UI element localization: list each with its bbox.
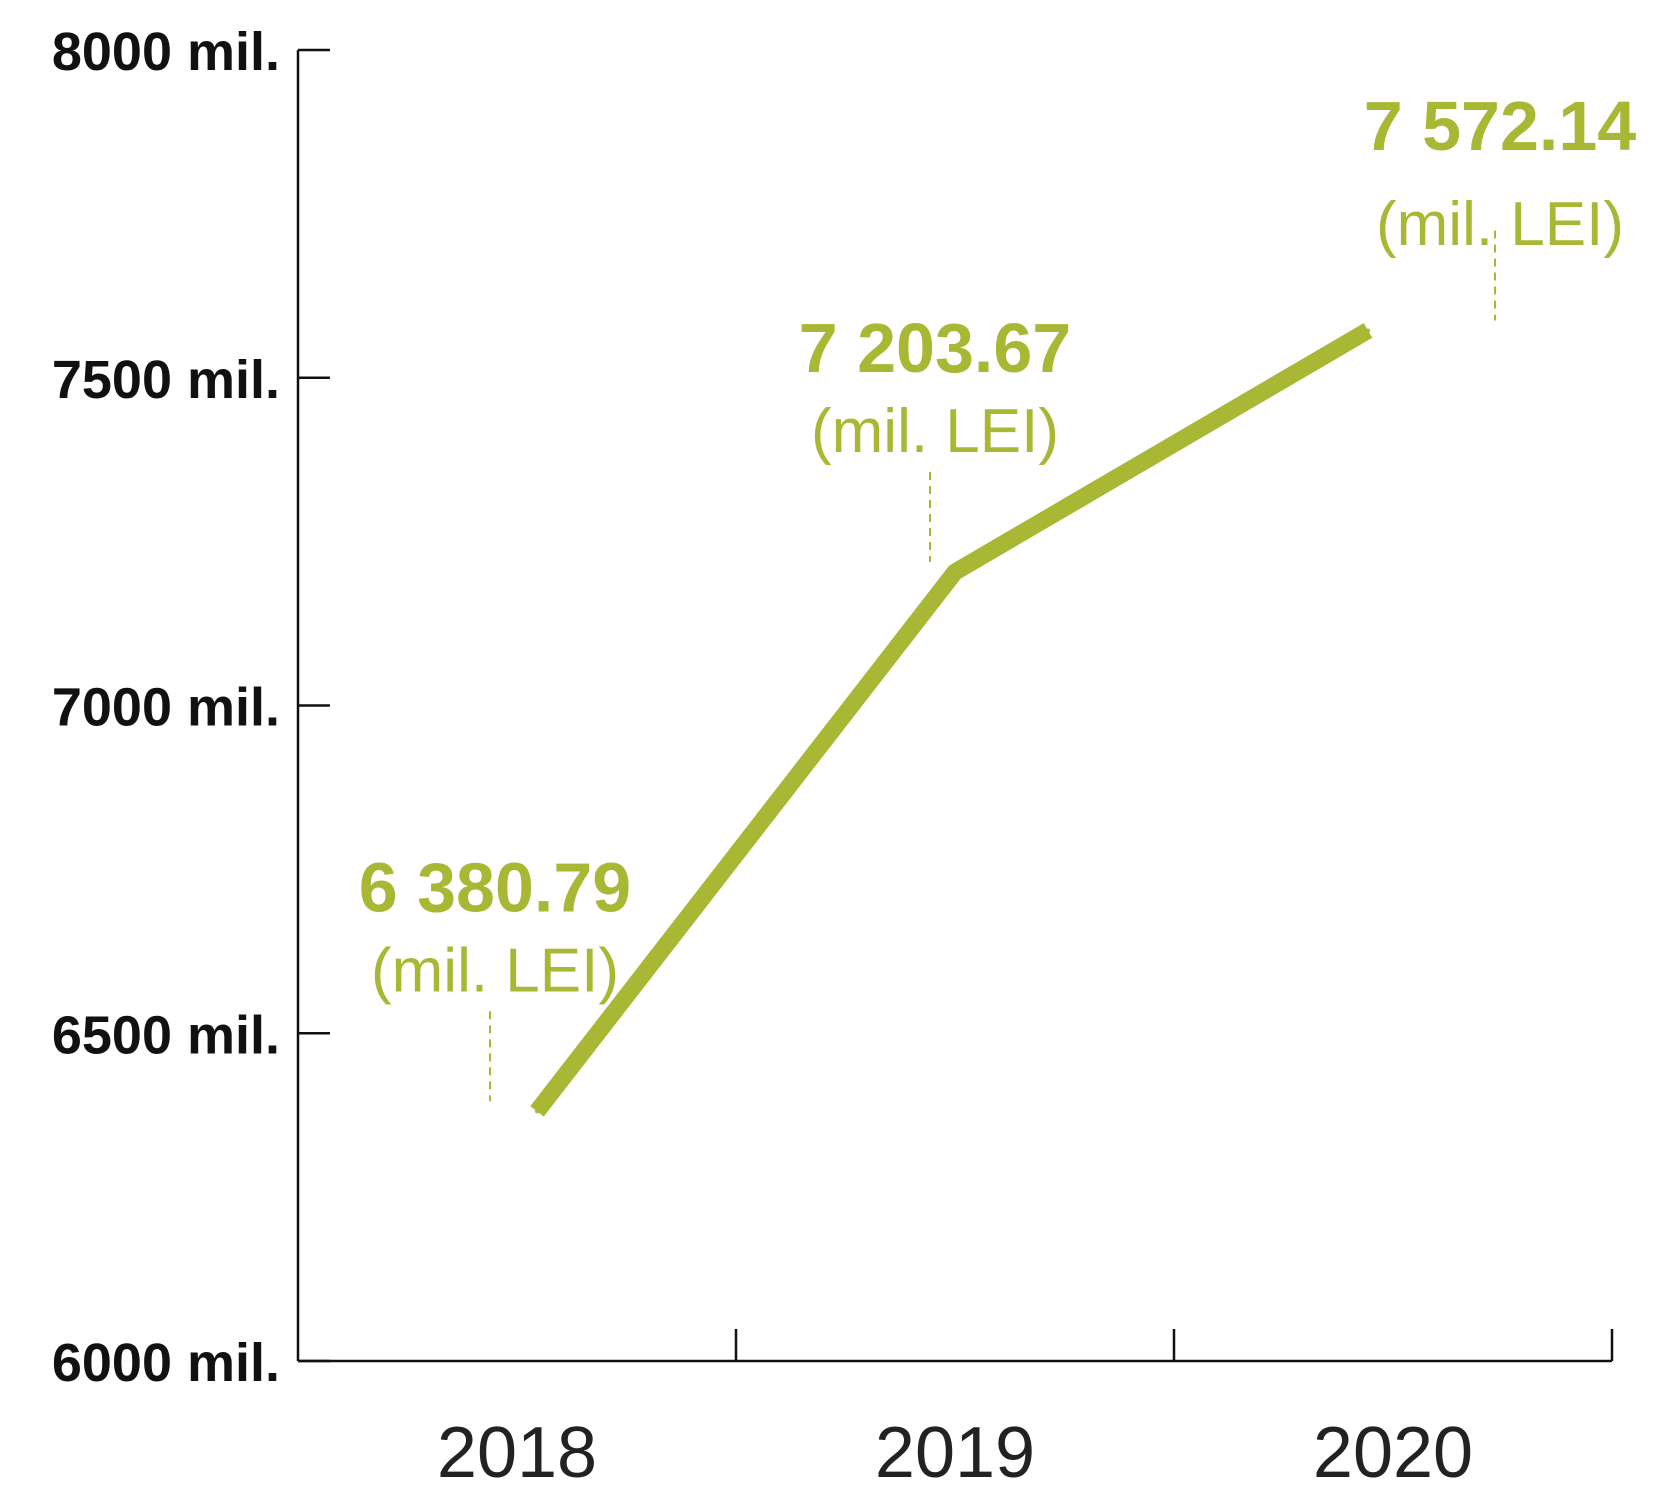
x-axis-ticks: 2018 2019 2020	[437, 1329, 1614, 1493]
y-tick-label: 6000 mil.	[52, 1333, 280, 1393]
data-point	[953, 569, 957, 574]
y-tick-label: 7000 mil.	[52, 678, 280, 738]
data-label-leaders	[489, 230, 1496, 1102]
data-label-unit: (mil. LEI)	[1376, 190, 1624, 259]
data-label-value: 6 380.79	[359, 848, 631, 926]
y-axis-ticks: 6000 mil. 6500 mil. 7000 mil. 7500 mil. 8000…	[52, 22, 330, 1393]
data-labels: 6 380.79 (mil. LEI) 7 203.67 (mil. LEI) 7 57…	[359, 87, 1637, 1005]
y-tick-label: 6500 mil.	[52, 1005, 280, 1065]
data-point	[1366, 328, 1370, 333]
data-label-unit: (mil. LEI)	[811, 397, 1059, 466]
series-layer	[530, 323, 1373, 1117]
x-tick-label: 2018	[437, 1413, 597, 1493]
y-tick-label: 8000 mil.	[52, 22, 280, 82]
data-point	[535, 1109, 539, 1114]
y-tick-label: 7500 mil.	[52, 350, 280, 410]
x-tick-label: 2020	[1313, 1413, 1473, 1493]
data-label-value: 7 572.14	[1364, 87, 1637, 165]
x-tick-label: 2019	[875, 1413, 1035, 1493]
data-label-unit: (mil. LEI)	[371, 936, 619, 1005]
data-label-value: 7 203.67	[799, 309, 1071, 387]
